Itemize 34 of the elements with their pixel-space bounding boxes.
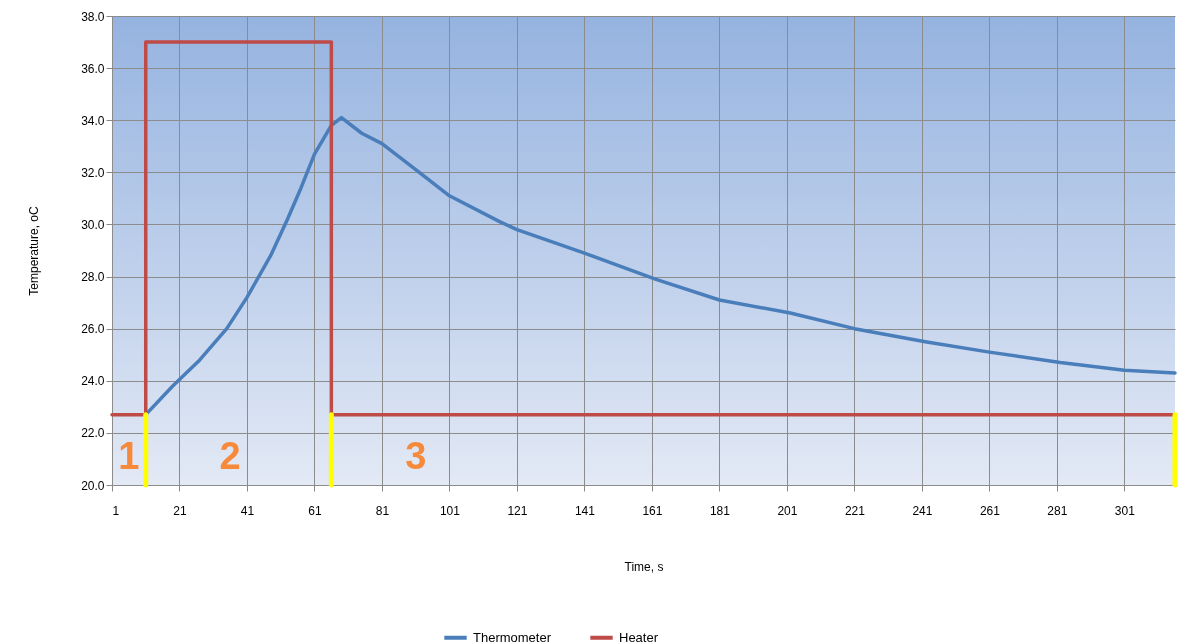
x-axis-title: Time, s bbox=[624, 559, 664, 574]
line-series bbox=[144, 115, 1177, 417]
y-tick-label: 20.0 bbox=[81, 478, 105, 493]
annotation: 2 bbox=[219, 435, 241, 477]
y-tick-label: 26.0 bbox=[81, 322, 105, 337]
x-tick-label: 221 bbox=[844, 503, 866, 518]
legend-label: Thermometer bbox=[473, 629, 552, 643]
x-tick-label: 81 bbox=[375, 503, 390, 518]
x-tick-label: 301 bbox=[1114, 503, 1136, 518]
x-tick-label: 161 bbox=[642, 503, 663, 518]
y-tick-label: 34.0 bbox=[81, 113, 105, 128]
y-tick-label: 32.0 bbox=[81, 165, 105, 180]
x-tick-label: 201 bbox=[777, 503, 798, 518]
x-tick-label: 281 bbox=[1047, 503, 1068, 518]
x-tick-label: 241 bbox=[912, 503, 933, 518]
x-tick-label: 21 bbox=[173, 503, 187, 518]
x-tick-label: 41 bbox=[240, 503, 255, 518]
x-tick-label: 101 bbox=[439, 503, 461, 518]
y-tick-label: 30.0 bbox=[81, 217, 105, 232]
x-tick-label: 121 bbox=[507, 503, 528, 518]
y-tick-label: 28.0 bbox=[81, 270, 105, 285]
y-tick-label: 22.0 bbox=[81, 426, 105, 441]
annotation: 1 bbox=[118, 435, 140, 477]
y-tick-label: 36.0 bbox=[81, 61, 105, 76]
annotation: 3 bbox=[405, 435, 427, 477]
legend-label: Heater bbox=[619, 629, 659, 643]
x-tick-label: 261 bbox=[979, 503, 1001, 518]
x-tick-label: 141 bbox=[574, 503, 596, 518]
y-axis-title: Temperature, oC bbox=[27, 205, 42, 296]
x-tick-label: 61 bbox=[308, 503, 322, 518]
y-tick-label: 38.0 bbox=[81, 9, 105, 24]
x-tick-label: 1 bbox=[112, 503, 120, 518]
x-tick-label: 181 bbox=[709, 503, 731, 518]
y-tick-label: 24.0 bbox=[81, 374, 105, 389]
